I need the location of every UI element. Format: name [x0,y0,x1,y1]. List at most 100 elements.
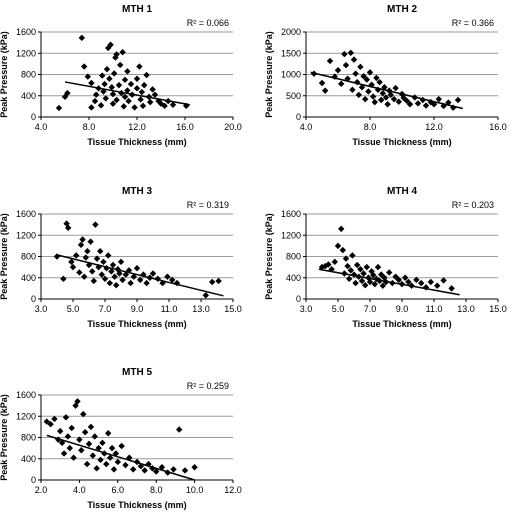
data-point [89,268,96,275]
data-point [103,460,110,468]
data-point [113,51,120,58]
chart-2: 0 500 1000 1500 2000 4.0 8.0 12.0 16.0 MTH 2 R² = … [264,4,507,147]
data-point [63,220,70,227]
x-tick-label: 13.0 [192,304,210,314]
data-point [370,93,377,100]
data-point [84,73,91,80]
data-point [113,96,120,104]
data-point [68,424,75,432]
trend-line [310,71,463,110]
data-point [147,98,154,106]
chart-title: MTH 4 [387,186,417,197]
y-tick-label: 800 [21,70,36,80]
x-axis-label: Tissue Thickness (mm) [352,319,451,329]
data-point [414,100,422,107]
data-point [454,96,462,104]
data-point [368,81,375,88]
data-point [114,458,121,466]
data-point [57,427,64,435]
data-point [137,462,145,470]
data-point [93,91,100,98]
data-point [133,264,141,272]
data-point [352,70,359,77]
data-point [153,468,160,475]
data-point [110,466,118,473]
y-tick-label: 1000 [281,70,301,80]
data-point [55,104,63,112]
r-squared-annotation: R² = 0.203 [452,200,494,210]
data-point [111,273,118,280]
data-point [88,104,95,111]
x-axis-label: Tissue Thickness (mm) [352,137,451,147]
data-point [85,440,93,448]
data-point [215,277,222,285]
data-point [349,86,356,93]
r-squared-annotation: R² = 0.319 [187,200,229,210]
data-point [376,78,383,86]
data-point [103,65,111,73]
x-tick-label: 4.0 [300,122,313,132]
chart-1: 0 400 800 1200 1600 4.0 8.0 12.0 16.0 20.0 MTH 1 R²… [0,4,242,147]
data-point [130,273,137,280]
data-point [97,456,104,464]
data-point [102,95,109,102]
x-tick-label: 7.0 [364,304,377,314]
x-tick-label: 4.0 [73,485,86,495]
data-point [84,247,91,255]
data-point [70,454,77,461]
x-tick-label: 12.0 [224,485,242,495]
data-point [347,49,354,57]
data-point [362,281,369,289]
data-point [143,71,150,79]
data-point [331,258,338,266]
data-point [371,98,378,106]
data-point [136,63,143,70]
data-point [87,423,95,431]
x-tick-label: 15.0 [224,304,242,314]
data-point [101,80,108,88]
y-tick-label: 1200 [16,48,36,58]
data-point [161,102,168,110]
x-tick-label: 20.0 [224,122,242,132]
x-tick-label: 4.0 [35,122,48,132]
y-tick-label: 1500 [281,48,301,58]
data-point [89,452,97,459]
data-point [326,57,334,65]
data-point [141,467,148,474]
data-point [390,95,398,103]
data-point [53,253,61,260]
data-point [362,95,369,103]
r-squared-annotation: R² = 0.366 [452,18,494,28]
data-point [358,277,366,285]
data-point [106,279,113,287]
data-point [97,247,104,255]
y-tick-label: 500 [286,91,301,101]
data-point [173,279,181,287]
y-tick-label: 1600 [16,209,36,219]
data-point [392,84,399,92]
data-point [346,275,353,283]
y-tick-label: 1200 [16,411,36,421]
data-point [405,278,412,286]
data-point [78,447,85,454]
x-tick-label: 15.0 [489,304,507,314]
data-point [386,269,393,276]
data-point [76,269,83,276]
data-point [109,90,117,98]
data-point [334,67,342,74]
data-point [107,41,114,48]
data-point [370,271,377,279]
x-axis-label: Tissue Thickness (mm) [87,319,186,329]
y-tick-label: 1600 [281,209,301,219]
chart-5: 0 400 800 1200 1600 2.0 4.0 6.0 8.0 10.0 12.0 MTH 5… [0,367,242,510]
data-point [131,104,138,111]
y-tick-label: 1200 [281,230,301,240]
data-point [435,95,442,103]
data-point [93,465,100,472]
data-point [170,466,177,473]
r-squared-annotation: R² = 0.066 [187,18,229,28]
data-point [363,76,370,83]
data-point [360,73,367,80]
data-point [105,430,112,437]
